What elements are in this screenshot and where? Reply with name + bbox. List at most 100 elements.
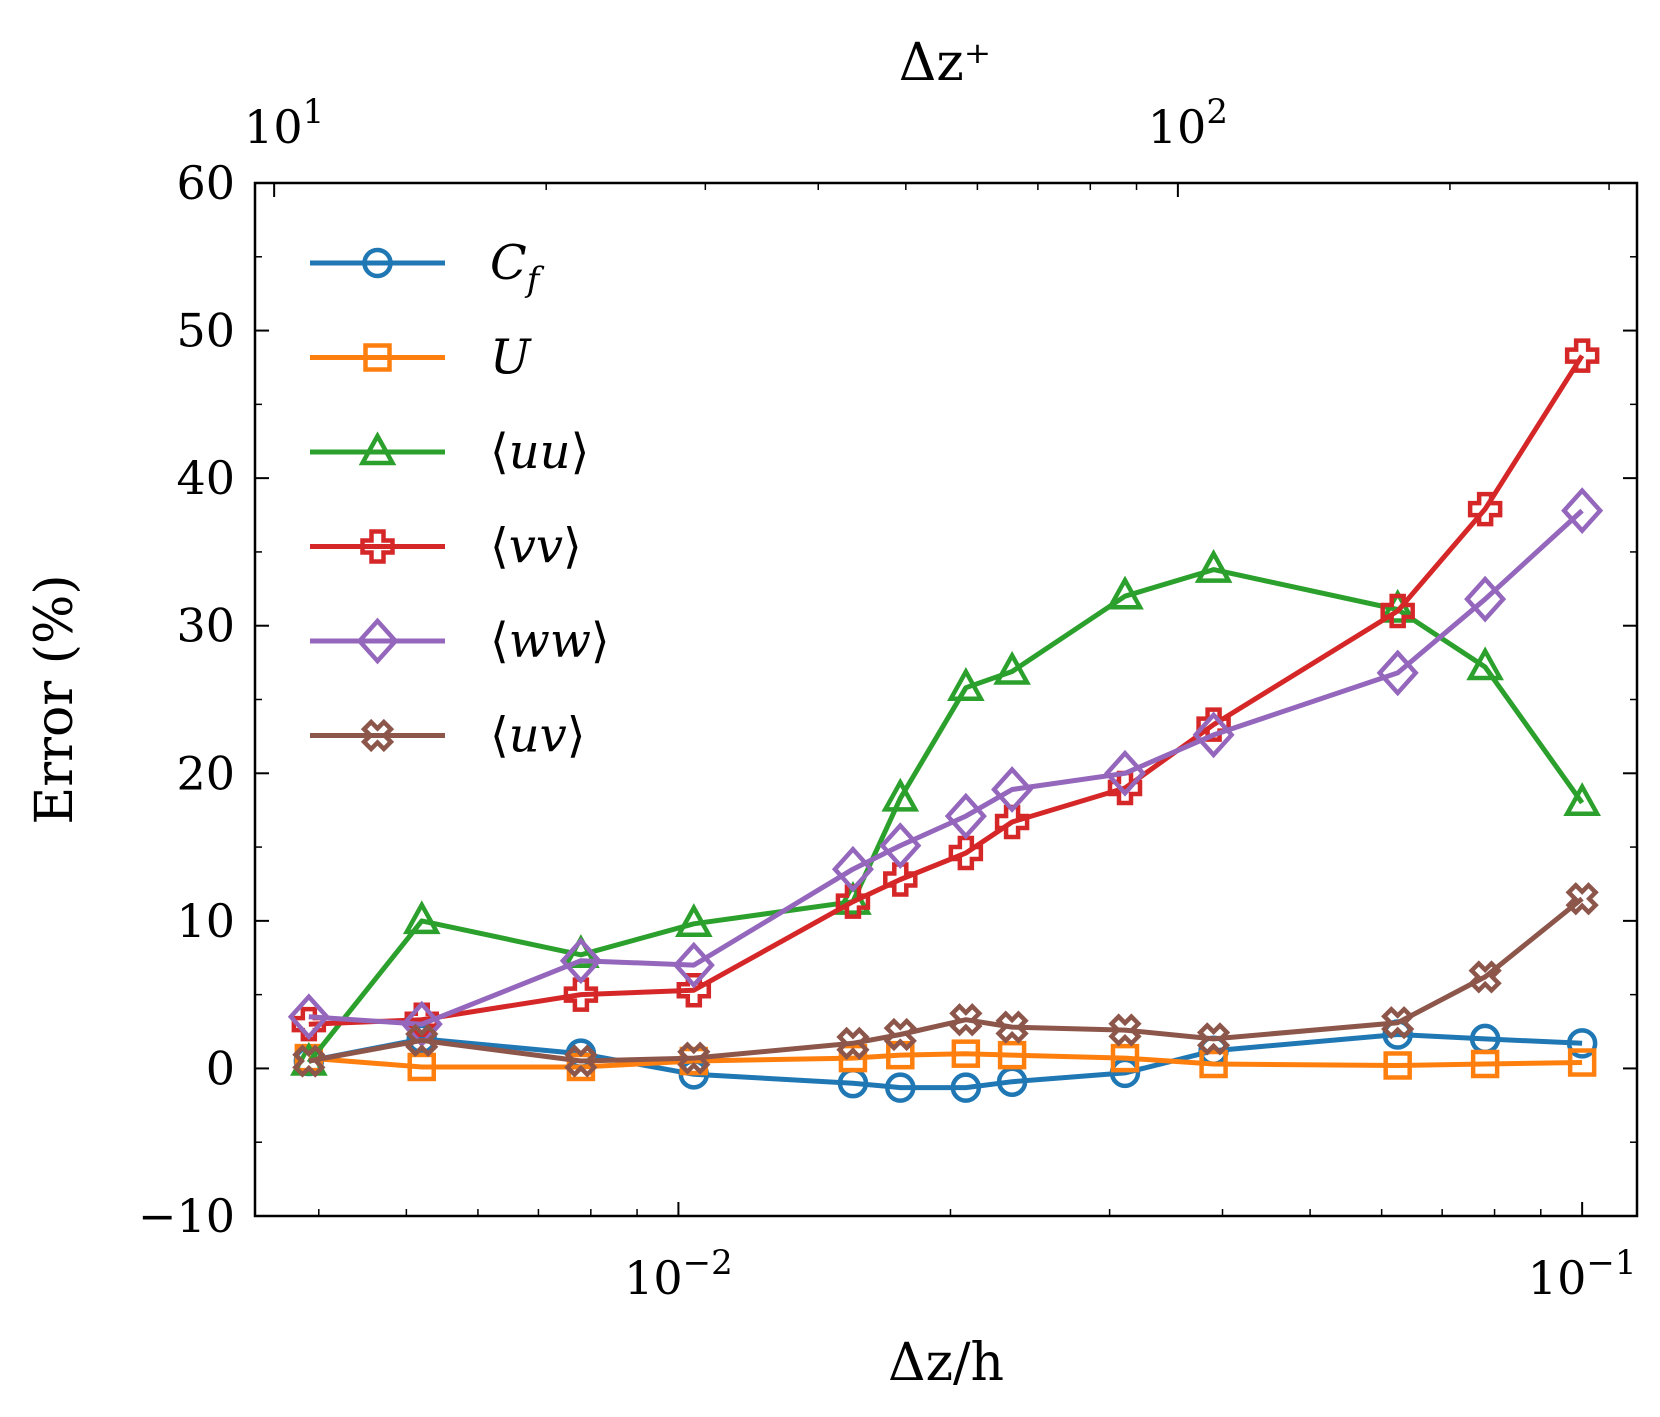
plot-area bbox=[287, 338, 1604, 1103]
data-point bbox=[405, 1023, 439, 1058]
data-point bbox=[400, 1000, 443, 1048]
data-point bbox=[1380, 593, 1415, 629]
y-tick-label: 60 bbox=[176, 156, 235, 210]
legend-label: ⟨vv⟩ bbox=[490, 519, 582, 575]
data-point bbox=[407, 1052, 437, 1082]
data-point bbox=[835, 884, 871, 919]
data-point bbox=[881, 777, 920, 812]
data-point bbox=[885, 1072, 916, 1103]
data-point bbox=[1564, 338, 1600, 373]
legend-item-3: ⟨uu⟩ bbox=[310, 424, 589, 480]
data-point bbox=[677, 1041, 711, 1075]
data-point bbox=[1106, 575, 1144, 610]
top-x-axis-title: Δz⁺ bbox=[899, 33, 991, 93]
x-tick-label: 10−2 bbox=[624, 1243, 733, 1305]
data-point bbox=[951, 1039, 981, 1068]
data-point bbox=[1566, 1028, 1598, 1059]
data-point bbox=[1108, 1013, 1142, 1047]
y-tick-label: 0 bbox=[206, 1041, 235, 1095]
data-point bbox=[1376, 649, 1419, 697]
data-point bbox=[564, 1044, 598, 1078]
series-5 bbox=[287, 487, 1604, 1048]
legend-marker bbox=[360, 529, 395, 564]
data-point bbox=[949, 1003, 983, 1037]
y-tick-label: 40 bbox=[176, 451, 235, 505]
data-point bbox=[994, 804, 1030, 840]
data-point bbox=[1381, 1006, 1415, 1040]
legend-marker bbox=[362, 247, 393, 279]
series-4 bbox=[291, 338, 1600, 1042]
data-point bbox=[402, 900, 441, 935]
data-point bbox=[1563, 782, 1601, 817]
data-point bbox=[1561, 487, 1604, 534]
legend-label: ⟨ww⟩ bbox=[490, 613, 610, 669]
legend-label: Cf bbox=[490, 235, 545, 300]
x-axis-title: Δz/h bbox=[888, 1333, 1004, 1393]
legend-marker bbox=[358, 431, 397, 466]
data-point bbox=[672, 941, 715, 989]
y-tick-label: 20 bbox=[176, 746, 235, 800]
data-point bbox=[883, 862, 918, 897]
data-point bbox=[1567, 1048, 1597, 1077]
data-point bbox=[948, 835, 984, 871]
data-point bbox=[836, 1026, 870, 1060]
legend-label: ⟨uv⟩ bbox=[490, 708, 586, 764]
data-point bbox=[944, 792, 987, 840]
data-point bbox=[1103, 749, 1147, 797]
data-point bbox=[879, 822, 922, 869]
data-point bbox=[1383, 1051, 1412, 1080]
top-x-tick-label: 101 bbox=[244, 92, 324, 154]
data-point bbox=[991, 766, 1034, 813]
top-x-tick-label: 102 bbox=[1148, 92, 1228, 154]
legend-item-5: ⟨ww⟩ bbox=[310, 613, 610, 669]
axes: −10 0 10 20 30 40 50 60 10−2 10−1 101 102 bbox=[138, 92, 1639, 1305]
legend-item-6: ⟨uv⟩ bbox=[310, 708, 586, 764]
data-point bbox=[1199, 1049, 1228, 1079]
data-point bbox=[1196, 1022, 1231, 1056]
data-point bbox=[287, 993, 330, 1041]
y-tick-label: 30 bbox=[176, 599, 235, 653]
data-point bbox=[1464, 575, 1507, 623]
series-line bbox=[308, 896, 1584, 1064]
legend-marker bbox=[363, 343, 392, 372]
legend-label: ⟨uu⟩ bbox=[490, 424, 589, 480]
data-point bbox=[1470, 1049, 1500, 1079]
data-point bbox=[1466, 646, 1504, 681]
data-point bbox=[559, 937, 602, 985]
data-point bbox=[947, 667, 985, 701]
data-point bbox=[1107, 770, 1143, 806]
y-tick-label: 50 bbox=[176, 304, 235, 358]
data-point bbox=[1468, 960, 1502, 994]
legend-item-4: ⟨vv⟩ bbox=[310, 519, 582, 575]
data-point bbox=[1194, 549, 1233, 583]
data-point bbox=[950, 1072, 982, 1103]
data-point bbox=[674, 903, 713, 938]
data-point bbox=[993, 650, 1031, 685]
x-tick-label: 10−1 bbox=[1528, 1243, 1637, 1305]
data-point bbox=[838, 1043, 868, 1073]
data-point bbox=[1110, 1043, 1140, 1073]
legend-marker bbox=[356, 617, 399, 665]
data-point bbox=[292, 1044, 326, 1078]
legend-item-2: U bbox=[310, 330, 532, 386]
series-line bbox=[308, 354, 1585, 1027]
legend: Cf U ⟨uu⟩ ⟨vv⟩ ⟨ww⟩ ⟨uv⟩ bbox=[310, 235, 610, 764]
data-point bbox=[883, 1017, 917, 1052]
legend-label: U bbox=[490, 330, 532, 386]
data-point bbox=[1565, 882, 1599, 916]
data-point bbox=[1467, 491, 1503, 527]
data-point bbox=[831, 845, 874, 893]
series-line bbox=[308, 508, 1584, 1027]
legend-item-1: Cf bbox=[310, 235, 545, 300]
y-tick-label: 10 bbox=[176, 894, 235, 948]
plot-frame bbox=[253, 181, 1639, 1218]
data-point bbox=[676, 972, 712, 1008]
legend-marker bbox=[360, 718, 395, 753]
data-point bbox=[1192, 711, 1235, 759]
data-point bbox=[995, 1010, 1029, 1044]
data-point bbox=[997, 1040, 1027, 1070]
data-point bbox=[563, 977, 599, 1012]
series-6 bbox=[292, 882, 1599, 1078]
y-tick-label: −10 bbox=[138, 1189, 235, 1243]
